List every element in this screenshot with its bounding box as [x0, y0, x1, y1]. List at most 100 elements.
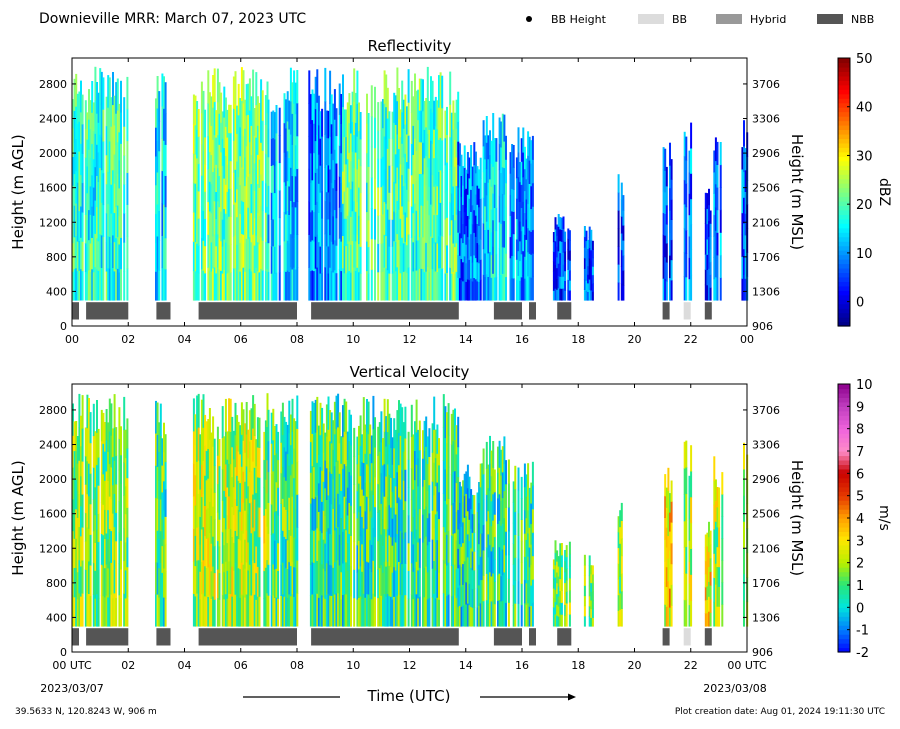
field-cell	[242, 564, 245, 596]
field-cell	[741, 234, 744, 257]
field-cell	[345, 191, 348, 219]
field-cell	[478, 482, 481, 504]
field-cell	[460, 175, 463, 197]
colorbar-segment	[838, 276, 850, 282]
field-cell	[76, 182, 79, 213]
field-cell	[118, 532, 121, 565]
field-cell	[412, 571, 415, 600]
field-cell	[311, 149, 314, 181]
field-cell	[374, 269, 376, 301]
field-cell	[258, 131, 261, 160]
field-cell	[383, 70, 386, 104]
field-cell	[414, 105, 416, 139]
field-cell	[374, 566, 376, 597]
field-cell	[741, 169, 744, 192]
field-cell	[665, 546, 668, 568]
field-cell	[462, 521, 465, 544]
field-cell	[515, 157, 518, 179]
field-cell	[704, 599, 707, 614]
field-cell	[370, 177, 373, 209]
field-cell	[565, 579, 568, 592]
field-cell	[415, 593, 418, 627]
field-cell	[519, 221, 522, 242]
field-cell	[309, 241, 312, 272]
field-cell	[155, 271, 157, 301]
field-cell	[525, 561, 528, 584]
field-cell	[556, 561, 559, 573]
field-cell	[463, 582, 466, 605]
field-cell	[115, 113, 118, 145]
field-cell	[406, 133, 408, 163]
field-cell	[512, 211, 515, 235]
field-cell	[704, 208, 707, 224]
field-cell	[255, 202, 258, 236]
field-cell	[115, 82, 118, 114]
field-cell	[359, 192, 362, 220]
field-cell	[460, 154, 463, 176]
field-cell	[308, 70, 311, 104]
field-cell	[428, 157, 431, 187]
field-cell	[291, 398, 294, 432]
field-cell	[394, 212, 397, 242]
field-cell	[343, 528, 346, 562]
field-cell	[293, 566, 296, 597]
x-tick-label: 22	[684, 659, 698, 672]
field-cell	[348, 240, 351, 271]
field-cell	[415, 496, 418, 530]
field-cell	[528, 566, 531, 588]
field-cell	[343, 496, 346, 530]
field-cell	[452, 157, 455, 187]
field-cell	[505, 460, 507, 485]
field-cell	[449, 202, 452, 236]
field-cell	[431, 112, 434, 144]
field-cell	[716, 546, 719, 567]
field-cell	[685, 546, 688, 574]
field-cell	[523, 533, 526, 557]
field-cell	[425, 536, 428, 567]
colorbar-segment	[838, 446, 850, 452]
field-cell	[247, 114, 250, 146]
field-cell	[474, 257, 477, 280]
field-cell	[286, 453, 289, 483]
field-cell	[84, 157, 87, 187]
field-cell	[202, 210, 205, 241]
field-cell	[240, 266, 243, 301]
field-cell	[228, 528, 231, 562]
field-cell	[434, 541, 437, 571]
field-cell	[104, 480, 106, 510]
field-cell	[423, 271, 426, 301]
field-cell	[428, 597, 431, 627]
field-cell	[81, 395, 84, 429]
field-cell	[76, 571, 79, 600]
field-cell	[216, 167, 219, 202]
field-cell	[556, 224, 559, 236]
field-cell	[382, 572, 384, 600]
field-cell	[530, 564, 533, 586]
field-cell	[88, 149, 90, 180]
field-cell	[420, 205, 423, 238]
field-cell	[744, 169, 747, 192]
field-cell	[664, 495, 667, 518]
field-cell	[452, 214, 455, 244]
field-cell	[528, 136, 531, 161]
field-cell	[485, 247, 488, 275]
colorbar-segment	[838, 428, 850, 434]
colorbar-segment	[838, 491, 850, 497]
field-cell	[126, 172, 129, 205]
field-cell	[75, 73, 78, 107]
field-cell	[208, 270, 211, 301]
field-cell	[311, 179, 314, 211]
colorbar-segment	[838, 245, 850, 251]
field-cell	[487, 533, 490, 558]
field-cell	[89, 442, 92, 474]
field-cell	[463, 495, 466, 518]
field-cell	[194, 241, 197, 272]
field-cell	[431, 539, 434, 569]
field-cell	[324, 487, 327, 516]
field-cell	[155, 593, 157, 627]
colorbar-segment	[838, 259, 850, 265]
field-cell	[335, 245, 338, 274]
field-cell	[718, 566, 721, 587]
field-cell	[346, 542, 349, 571]
field-cell	[155, 184, 157, 215]
